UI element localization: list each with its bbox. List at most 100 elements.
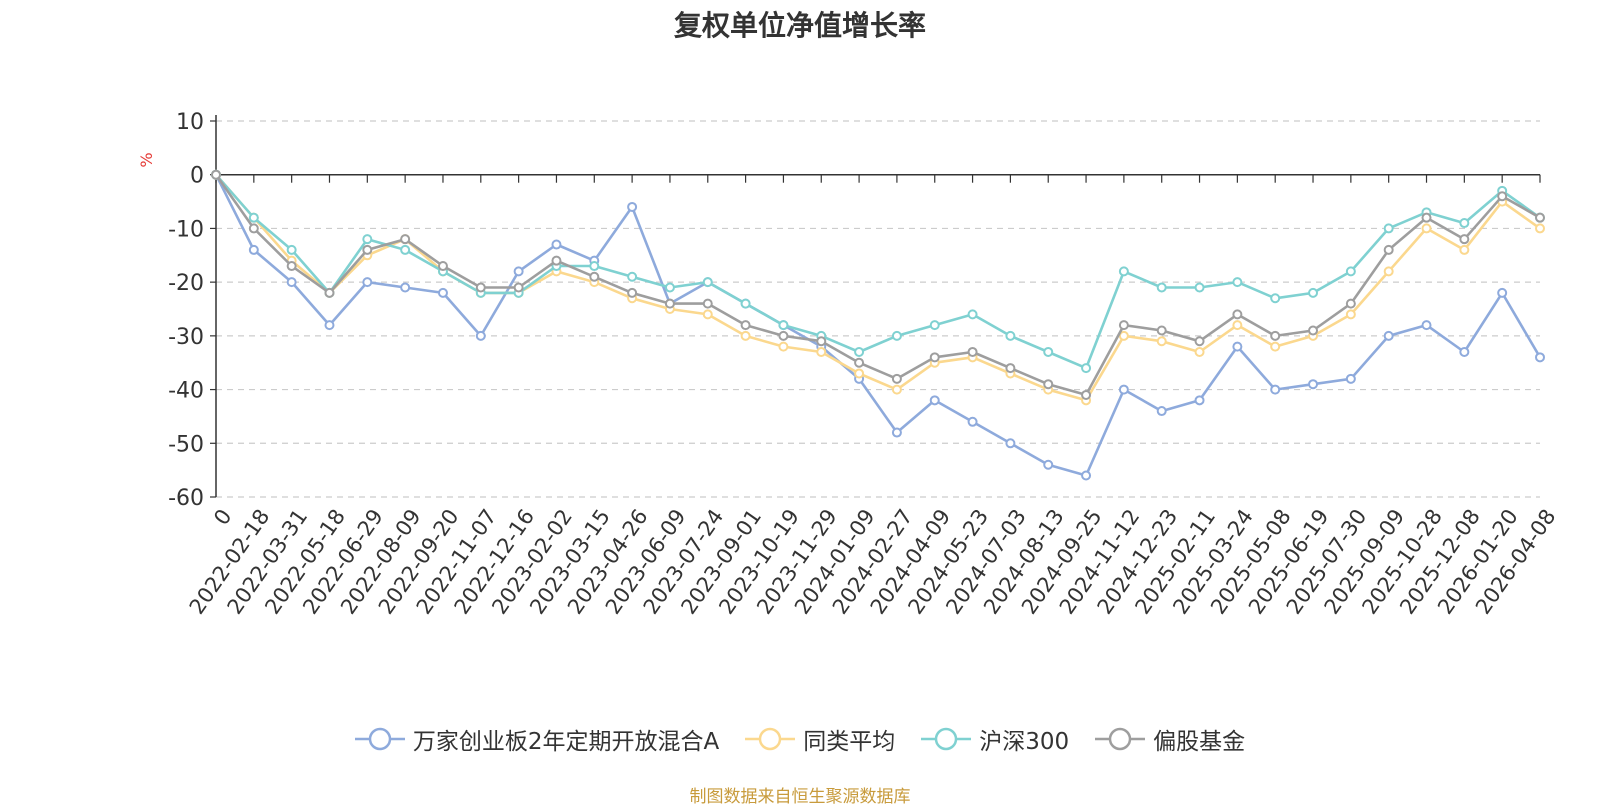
- data-point: [1043, 346, 1054, 357]
- data-point: [1194, 282, 1205, 293]
- legend-item[interactable]: 偏股基金: [1095, 722, 1245, 756]
- data-point: [1194, 336, 1205, 347]
- y-tick-label: -20: [168, 271, 204, 296]
- data-point: [1535, 352, 1545, 363]
- data-point: [513, 266, 524, 277]
- source-note: 制图数据来自恒生聚源数据库: [689, 787, 911, 807]
- data-point: [778, 341, 789, 352]
- data-point: [589, 261, 600, 272]
- data-point: [627, 287, 638, 298]
- data-point: [1118, 384, 1129, 395]
- data-point: [1459, 234, 1470, 245]
- data-point: [1270, 293, 1281, 304]
- data-point: [740, 298, 751, 309]
- data-point: [627, 271, 638, 282]
- series-2: [211, 169, 1545, 374]
- data-point: [1194, 346, 1205, 357]
- data-point: [1421, 212, 1432, 223]
- legend-label: 沪深300: [979, 729, 1070, 755]
- data-point: [1535, 223, 1545, 234]
- data-point: [778, 330, 789, 341]
- legend-circle: [934, 727, 958, 751]
- data-point: [1345, 298, 1356, 309]
- legend-symbol-icon: [745, 727, 796, 751]
- data-point: [816, 346, 827, 357]
- data-point: [362, 277, 373, 288]
- legend: 万家创业板2年定期开放混合A 同类平均 沪深300 偏股基金: [0, 722, 1600, 756]
- data-point: [248, 212, 259, 223]
- series-line: [215, 173, 1541, 402]
- grid-lines: [216, 120, 1540, 498]
- y-tick-labels: 10 0 -10 -20 -30 -40 -50 -60: [168, 110, 204, 511]
- data-point: [1459, 346, 1470, 357]
- chart-title: 复权单位净值增长率: [673, 9, 926, 42]
- data-point: [816, 336, 827, 347]
- data-point: [1345, 309, 1356, 320]
- data-point: [891, 330, 902, 341]
- data-point: [400, 234, 411, 245]
- data-point: [967, 309, 978, 320]
- data-point: [437, 287, 448, 298]
- data-point: [891, 384, 902, 395]
- y-tick-label: -40: [168, 379, 204, 404]
- data-point: [475, 330, 486, 341]
- series-line: [215, 173, 1541, 370]
- data-point: [1308, 379, 1319, 390]
- data-point: [589, 271, 600, 282]
- data-point: [437, 261, 448, 272]
- data-point: [1497, 191, 1508, 202]
- data-point: [1005, 330, 1016, 341]
- data-point: [362, 234, 373, 245]
- data-point: [1081, 389, 1092, 400]
- data-point: [702, 309, 713, 320]
- data-point: [854, 357, 865, 368]
- legend-item[interactable]: 同类平均: [745, 722, 895, 756]
- x-tick-labels: 02022-02-182022-03-312022-05-182022-06-2…: [185, 505, 1561, 619]
- data-point: [1005, 363, 1016, 374]
- legend-item[interactable]: 沪深300: [921, 722, 1069, 756]
- data-point: [1081, 363, 1092, 374]
- data-point: [664, 298, 675, 309]
- data-point: [967, 346, 978, 357]
- data-point: [1383, 266, 1394, 277]
- series-lines: [211, 169, 1545, 481]
- legend-label: 偏股基金: [1153, 729, 1246, 755]
- legend-circle: [758, 727, 782, 751]
- legend-label: 万家创业板2年定期开放混合A: [412, 729, 720, 755]
- data-point: [967, 416, 978, 427]
- data-point: [551, 239, 562, 250]
- data-point: [854, 346, 865, 357]
- data-point: [1194, 395, 1205, 406]
- y-tick-label: -30: [168, 325, 204, 350]
- y-tick-label: 0: [190, 164, 204, 189]
- legend-label: 同类平均: [803, 729, 896, 755]
- data-point: [1383, 223, 1394, 234]
- data-point: [1308, 287, 1319, 298]
- data-point: [1383, 244, 1394, 255]
- data-point: [1421, 320, 1432, 331]
- data-point: [664, 282, 675, 293]
- data-point: [740, 320, 751, 331]
- legend-symbol-icon: [354, 727, 405, 751]
- data-point: [400, 244, 411, 255]
- data-point: [1118, 330, 1129, 341]
- data-point: [929, 352, 940, 363]
- legend-circle: [1108, 727, 1132, 751]
- data-point: [1345, 373, 1356, 384]
- data-point: [702, 298, 713, 309]
- data-point: [891, 427, 902, 438]
- data-point: [702, 277, 713, 288]
- data-point: [324, 320, 335, 331]
- axes: [210, 115, 1541, 498]
- data-point: [286, 277, 297, 288]
- data-point: [1118, 320, 1129, 331]
- series-3: [211, 169, 1545, 400]
- data-point: [1270, 330, 1281, 341]
- data-point: [929, 320, 940, 331]
- data-point: [1156, 282, 1167, 293]
- data-point: [286, 244, 297, 255]
- legend-item[interactable]: 万家创业板2年定期开放混合A: [354, 722, 720, 756]
- data-point: [400, 282, 411, 293]
- data-point: [627, 201, 638, 212]
- data-point: [286, 261, 297, 272]
